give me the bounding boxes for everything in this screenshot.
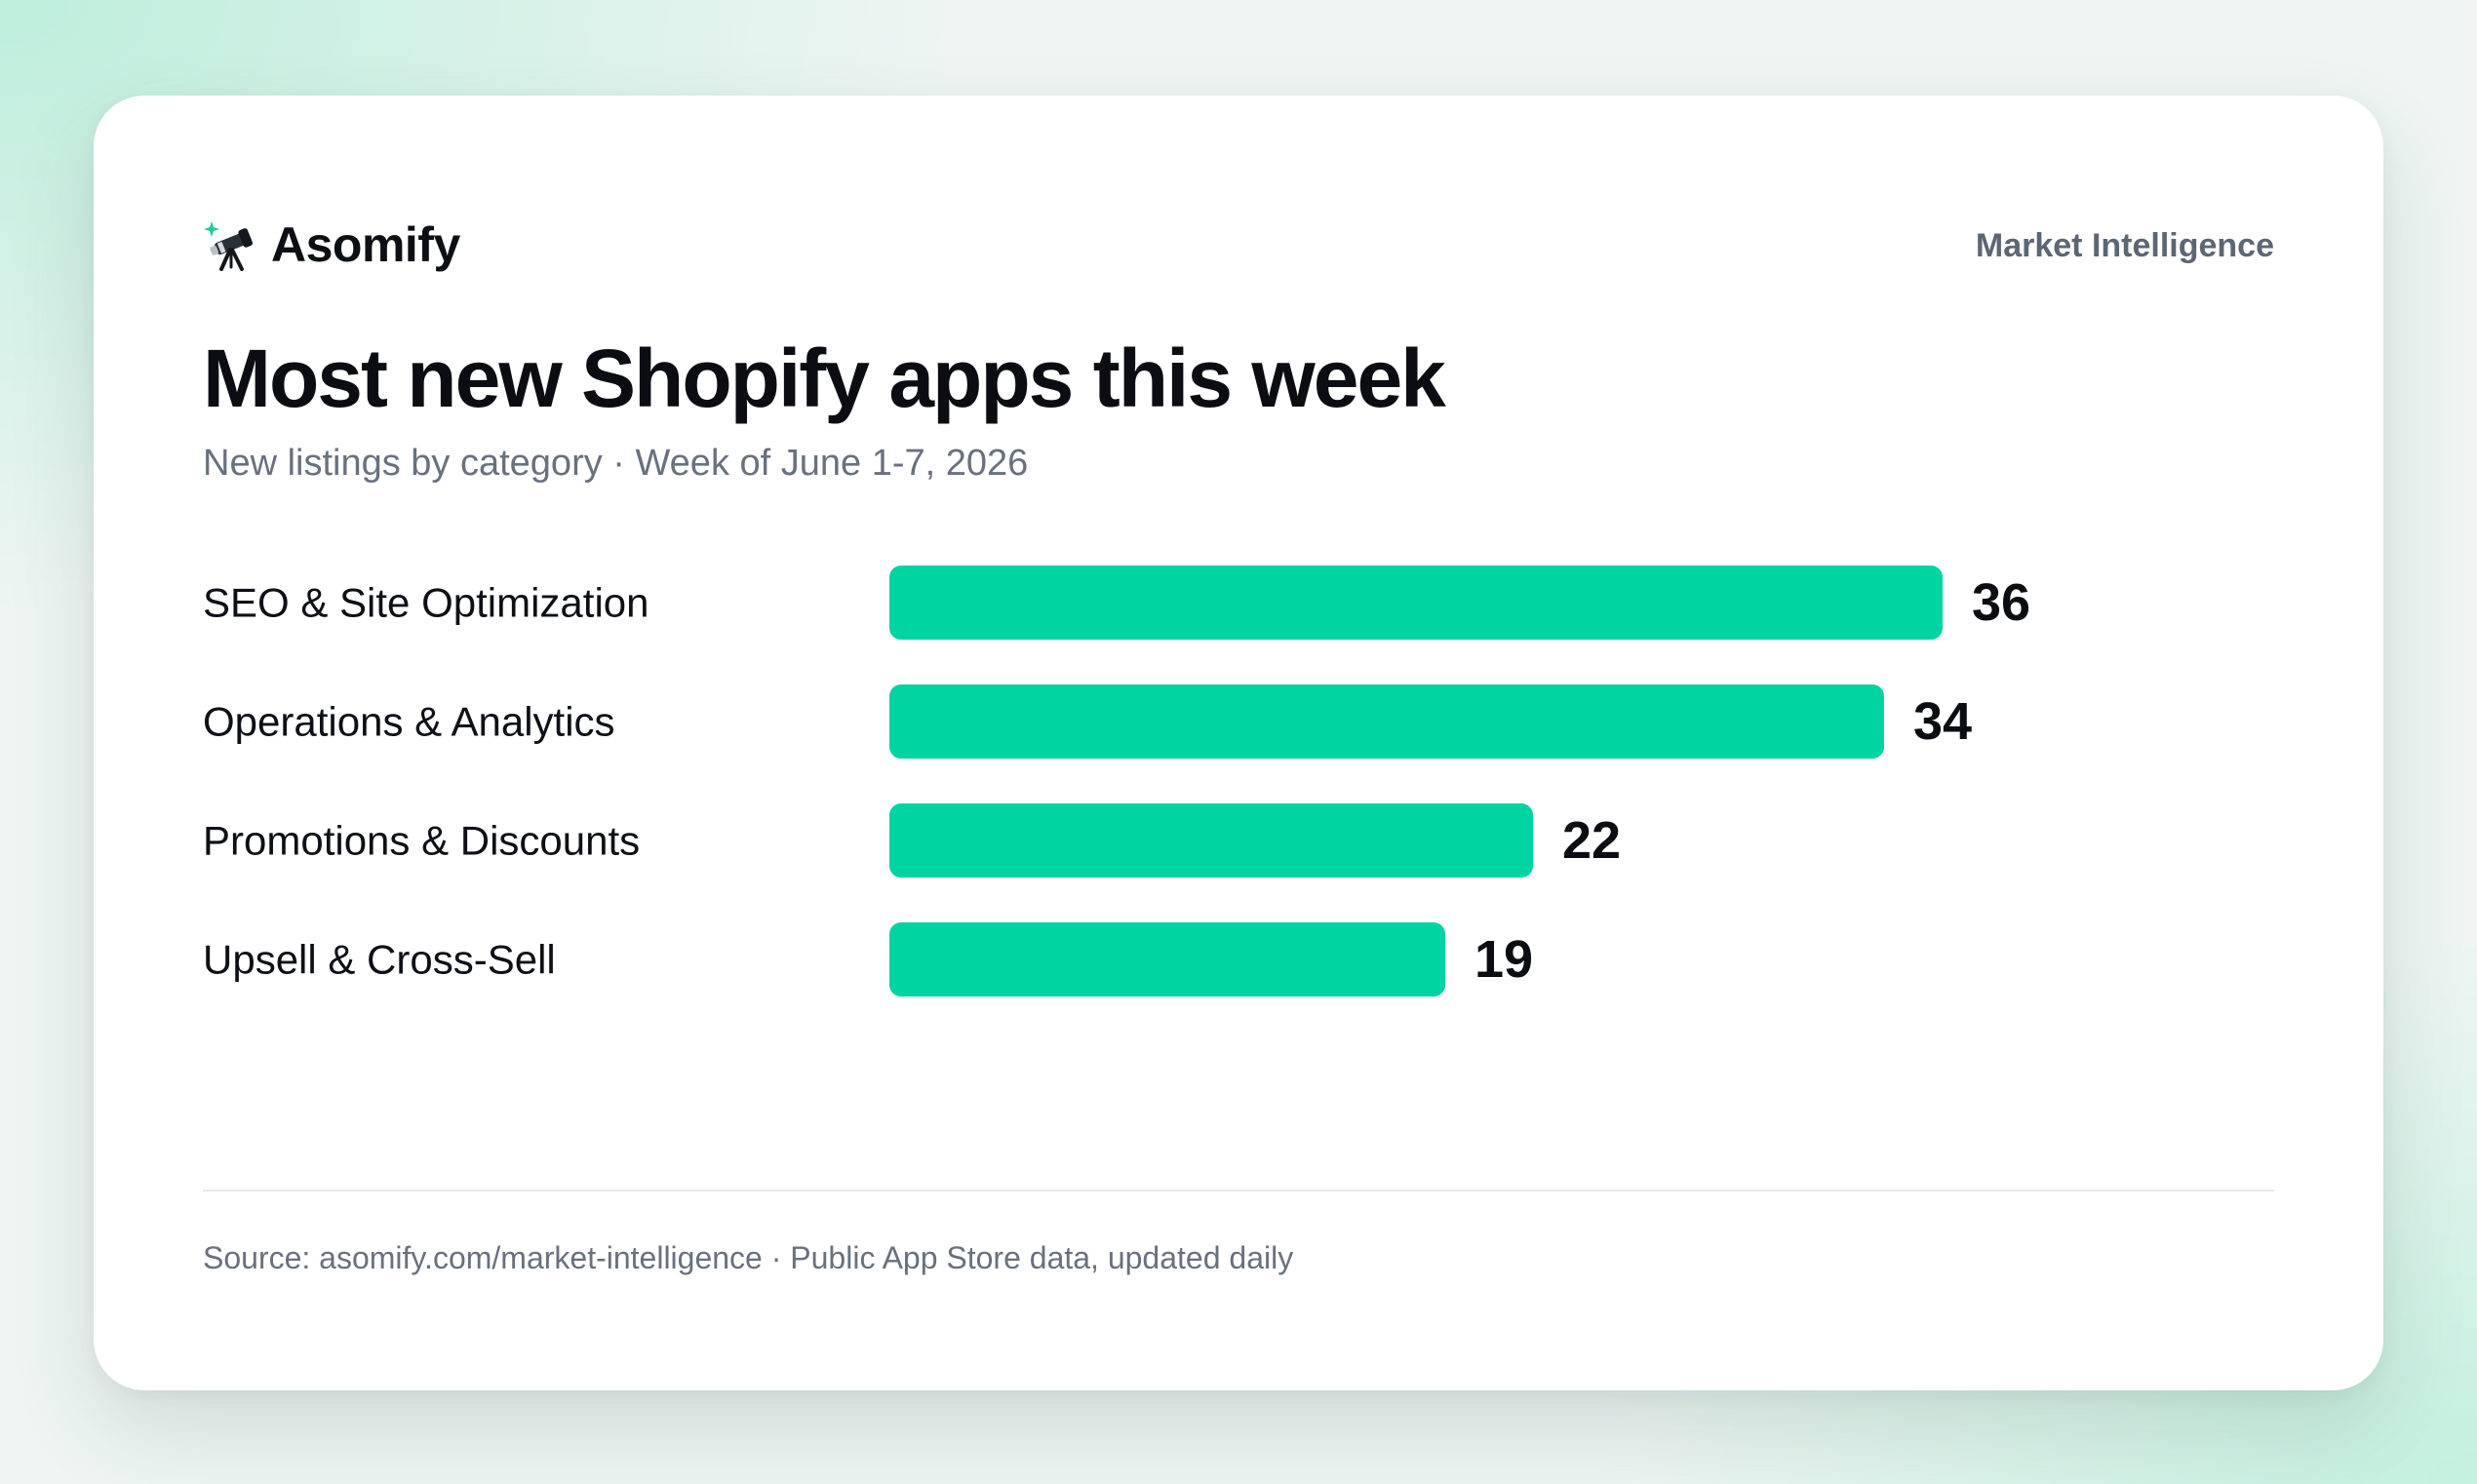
bar [889,803,1533,878]
telescope-icon [204,221,254,271]
chart-subtitle: New listings by category · Week of June … [203,443,1029,484]
source-note: Source: asomify.com/market-intelligence … [203,1240,1294,1275]
bar [889,684,1884,759]
category-label: Promotions & Discounts [203,818,640,864]
footer-divider [203,1190,2274,1191]
data-label: 34 [1913,692,1972,751]
chart-title: Most new Shopify apps this week [203,332,1446,424]
data-label: 22 [1562,811,1621,870]
brand-name: Asomify [271,217,460,272]
bar [889,566,1943,640]
brand: Asomify [203,211,460,279]
category-label: Upsell & Cross-Sell [203,937,556,983]
bar [889,922,1445,996]
chart-card: Asomify Market Intelligence Most new Sho… [94,96,2383,1390]
section-label: Market Intelligence [1975,227,2274,264]
category-label: SEO & Site Optimization [203,580,649,626]
bar-chart: SEO & Site Optimization 36 Operations & An… [203,566,2030,996]
category-label: Operations & Analytics [203,699,615,745]
data-label: 36 [1972,573,2030,632]
data-label: 19 [1474,930,1533,989]
